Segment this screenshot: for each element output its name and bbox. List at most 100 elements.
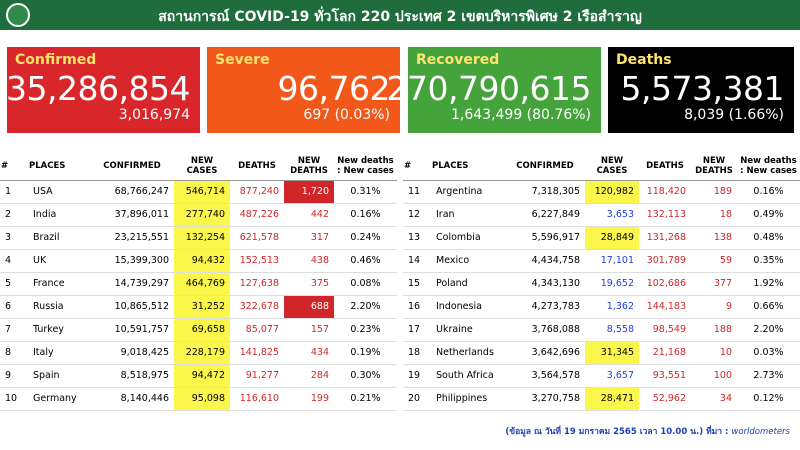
- table-cell: UK: [28, 249, 90, 273]
- table-cell: 19,652: [585, 272, 639, 296]
- table-cell: 15,399,300: [90, 249, 174, 273]
- table-cell: 15: [403, 272, 431, 296]
- table-cell: 12: [403, 203, 431, 227]
- table-row: 4 UK 15,399,300 94,432 152,513 438 0.46%: [0, 249, 397, 273]
- table-cell: 688: [284, 295, 334, 319]
- card-sub: 3,016,974: [118, 107, 190, 123]
- data-table: # PLACES CONFIRMED NEW CASES DEATHS NEW DEATH…: [403, 152, 800, 411]
- column-header: New deaths : New cases: [737, 152, 800, 181]
- column-header: PLACES: [28, 152, 90, 181]
- card-value: 5,573,381: [620, 69, 785, 108]
- table-cell: 95,098: [174, 387, 230, 411]
- table-cell: 102,686: [639, 272, 691, 296]
- table-cell: 7,318,305: [505, 180, 585, 204]
- column-header: CONFIRMED: [505, 152, 585, 181]
- table-row: 1 USA 68,766,247 546,714 877,240 1,720 0.31%: [0, 180, 397, 204]
- table-cell: 0.08%: [334, 272, 397, 296]
- table-cell: 3,642,696: [505, 341, 585, 365]
- header-row: # PLACES CONFIRMED NEW CASES DEATHS NEW DEATH…: [0, 152, 397, 181]
- table-cell: 14,739,297: [90, 272, 174, 296]
- card-value: 335,286,854: [0, 69, 191, 108]
- table-cell: 34: [691, 387, 737, 411]
- table-cell: 9,018,425: [90, 341, 174, 365]
- column-header: CONFIRMED: [90, 152, 174, 181]
- table-cell: 20: [403, 387, 431, 411]
- column-header: NEW DEATHS: [691, 152, 737, 181]
- table-cell: 37,896,011: [90, 203, 174, 227]
- card-label: Deaths: [616, 52, 672, 68]
- table-cell: 94,472: [174, 364, 230, 388]
- table-cell: 98,549: [639, 318, 691, 342]
- table-cell: Philippines: [431, 387, 505, 411]
- table-cell: 0.16%: [334, 203, 397, 227]
- table-cell: 188: [691, 318, 737, 342]
- table-cell: 28,471: [585, 387, 639, 411]
- table-cell: 4,273,783: [505, 295, 585, 319]
- column-header: NEW CASES: [585, 152, 639, 181]
- stat-card: Deaths 5,573,381 8,039 (1.66%): [608, 47, 794, 133]
- table-cell: 59: [691, 249, 737, 273]
- header-row: # PLACES CONFIRMED NEW CASES DEATHS NEW DEATH…: [403, 152, 800, 181]
- column-header: NEW DEATHS: [284, 152, 334, 181]
- table-cell: 10: [691, 341, 737, 365]
- table-cell: 100: [691, 364, 737, 388]
- table-row: 14 Mexico 4,434,758 17,101 301,789 59 0.35%: [403, 249, 800, 273]
- table-cell: 317: [284, 226, 334, 250]
- table-cell: 18: [691, 203, 737, 227]
- table-cell: 116,610: [230, 387, 284, 411]
- card-label: Confirmed: [15, 52, 97, 68]
- table-row: 17 Ukraine 3,768,088 8,558 98,549 188 2.20%: [403, 318, 800, 342]
- footer-note: (ข้อมูล ณ วันที่ 19 มกราคม 2565 เวลา 10.…: [505, 427, 729, 437]
- table-cell: Russia: [28, 295, 90, 319]
- table-cell: Poland: [431, 272, 505, 296]
- card-sub: 1,643,499 (80.76%): [450, 107, 591, 123]
- table-cell: 11: [403, 180, 431, 204]
- table-cell: 189: [691, 180, 737, 204]
- table-cell: 0.23%: [334, 318, 397, 342]
- table-cell: 69,658: [174, 318, 230, 342]
- stat-card: Confirmed 335,286,854 3,016,974: [0, 47, 200, 133]
- table-cell: 4,434,758: [505, 249, 585, 273]
- table-cell: 5: [0, 272, 28, 296]
- table-cell: 132,113: [639, 203, 691, 227]
- table-cell: Netherlands: [431, 341, 505, 365]
- column-header: DEATHS: [639, 152, 691, 181]
- table-cell: 0.12%: [737, 387, 800, 411]
- table-row: 7 Turkey 10,591,757 69,658 85,077 157 0.23%: [0, 318, 397, 342]
- data-table: # PLACES CONFIRMED NEW CASES DEATHS NEW DEATH…: [0, 152, 397, 411]
- table-cell: 138: [691, 226, 737, 250]
- table-cell: India: [28, 203, 90, 227]
- table-cell: 0.19%: [334, 341, 397, 365]
- table-cell: 487,226: [230, 203, 284, 227]
- table-cell: Colombia: [431, 226, 505, 250]
- table-cell: 464,769: [174, 272, 230, 296]
- table-cell: 21,168: [639, 341, 691, 365]
- table-cell: 8,518,975: [90, 364, 174, 388]
- table-cell: 91,277: [230, 364, 284, 388]
- table-cell: 199: [284, 387, 334, 411]
- table-cell: 23,215,551: [90, 226, 174, 250]
- table-cell: 0.35%: [737, 249, 800, 273]
- table-cell: 228,179: [174, 341, 230, 365]
- card-value: 96,762: [277, 69, 391, 108]
- table-cell: 131,268: [639, 226, 691, 250]
- table-cell: 4: [0, 249, 28, 273]
- table-cell: 14: [403, 249, 431, 273]
- table-cell: 546,714: [174, 180, 230, 204]
- table-cell: South Africa: [431, 364, 505, 388]
- table-cell: 152,513: [230, 249, 284, 273]
- table-cell: 6: [0, 295, 28, 319]
- logo: [6, 3, 30, 27]
- table-cell: 1,720: [284, 180, 334, 204]
- table-cell: 277,740: [174, 203, 230, 227]
- table-row: 6 Russia 10,865,512 31,252 322,678 688 2.20%: [0, 295, 397, 319]
- table-cell: 2.20%: [334, 295, 397, 319]
- table-cell: 0.30%: [334, 364, 397, 388]
- table-cell: Iran: [431, 203, 505, 227]
- table-row: 11 Argentina 7,318,305 120,982 118,420 189 0.1…: [403, 180, 800, 204]
- table-cell: 7: [0, 318, 28, 342]
- table-row: 15 Poland 4,343,130 19,652 102,686 377 1.92%: [403, 272, 800, 296]
- column-header: #: [403, 152, 431, 181]
- table-cell: 1,362: [585, 295, 639, 319]
- table-cell: 0.46%: [334, 249, 397, 273]
